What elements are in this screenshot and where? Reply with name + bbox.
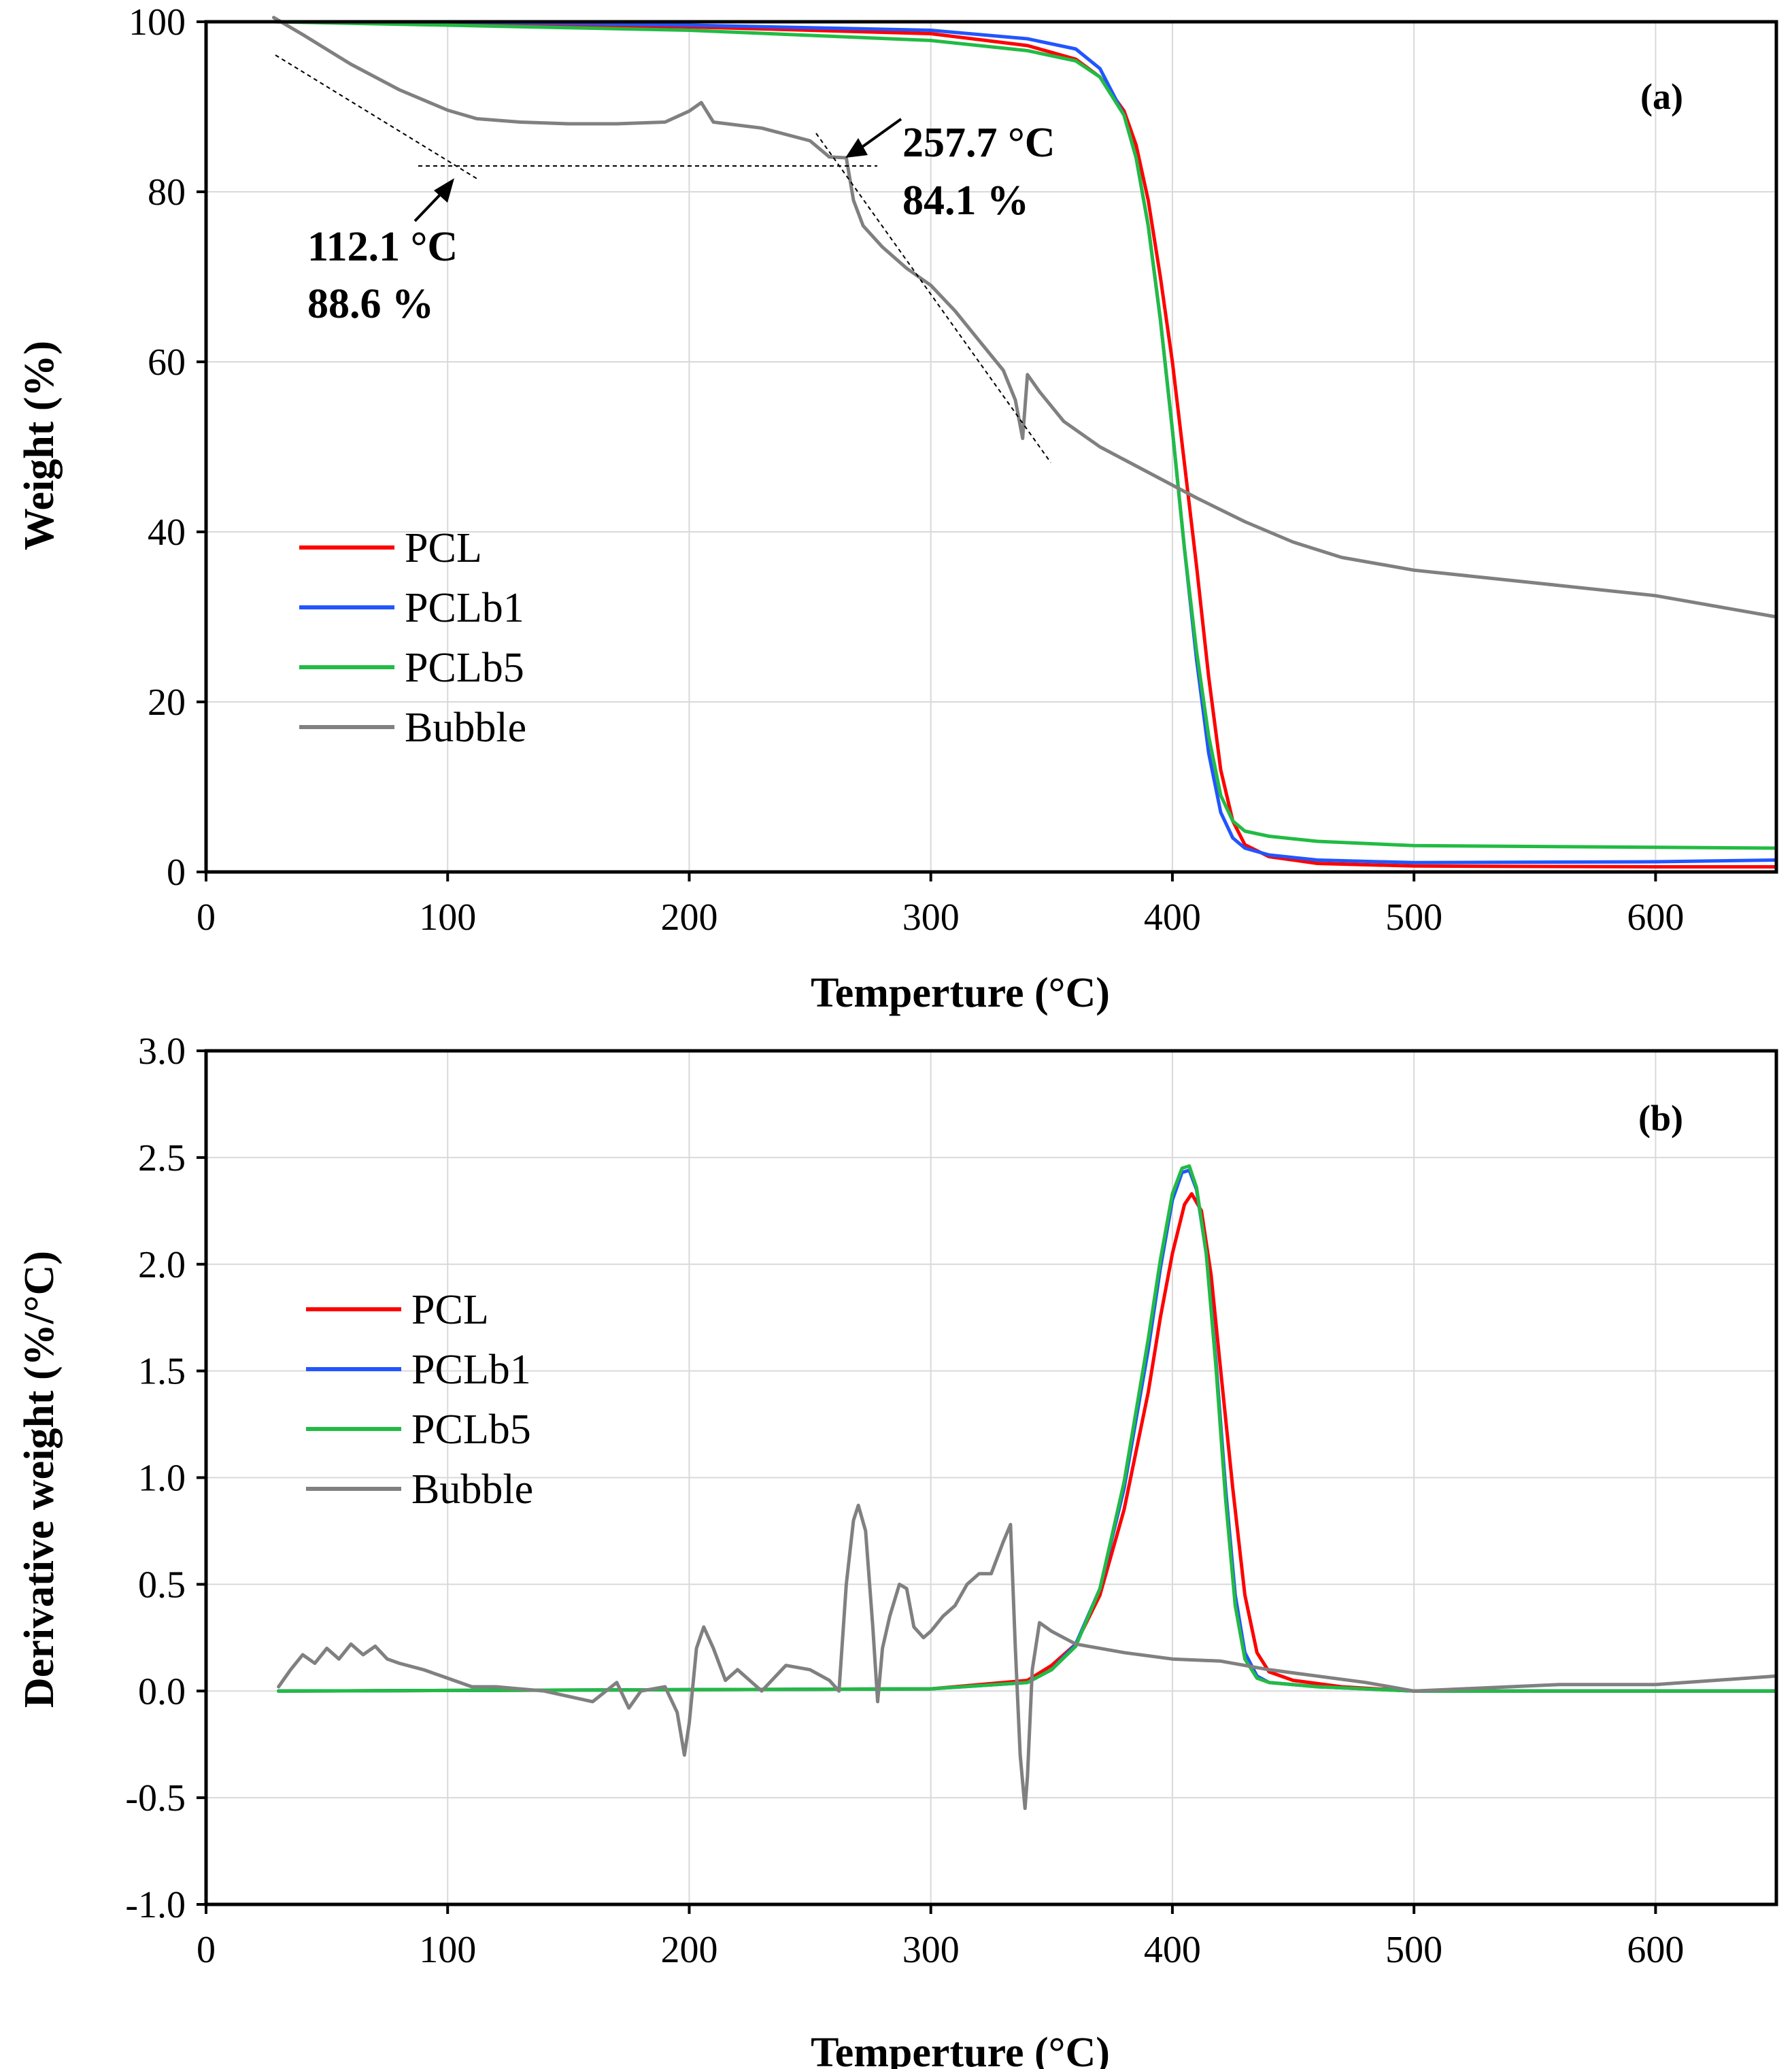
y-tick-label: 40 <box>148 511 186 554</box>
annotation-1-weight: 88.6 % <box>307 281 434 327</box>
x-tick-label: 100 <box>419 896 476 939</box>
x-tick-label: 400 <box>1144 896 1201 939</box>
x-tick-label: 300 <box>902 1929 960 1971</box>
legend-label-pcl: PCL <box>411 1287 489 1333</box>
x-tick-label: 200 <box>660 1929 717 1971</box>
x-tick-label: 400 <box>1144 1929 1201 1971</box>
x-tick-label: 500 <box>1385 1929 1442 1971</box>
y-tick-label: 100 <box>129 1 186 44</box>
y-tick-label: 80 <box>148 171 186 214</box>
series-line-pcl <box>272 20 1778 869</box>
y-tick-label: 20 <box>148 682 186 724</box>
chart-a-ylabel: Weight (%) <box>16 341 63 550</box>
chart-a-ticks: 0 100 200 300 400 500 600 0 20 40 60 80 100 <box>129 1 1684 939</box>
annotation-2-temp: 257.7 °C <box>902 120 1055 166</box>
arrow-2-head <box>845 138 868 158</box>
x-tick-label: 300 <box>902 896 960 939</box>
chart-b-panel-label: (b) <box>1638 1098 1683 1139</box>
legend-label-pcl: PCL <box>405 525 482 571</box>
y-tick-label: 3.0 <box>138 1030 186 1073</box>
x-tick-label: 100 <box>419 1929 476 1971</box>
y-tick-label: 60 <box>148 341 186 384</box>
legend-label-bubble: Bubble <box>405 705 526 751</box>
legend-label-bubble: Bubble <box>411 1466 533 1513</box>
y-tick-label: -1.0 <box>125 1884 186 1926</box>
chart-a-frame <box>204 20 1778 874</box>
chart-a-panel-label: (a) <box>1640 76 1683 117</box>
arrow-2-shaft <box>859 118 902 150</box>
y-tick-label: 2.0 <box>138 1244 186 1286</box>
x-tick-label: 600 <box>1627 896 1684 939</box>
annotation-2-weight: 84.1 % <box>902 178 1029 224</box>
chart-a-xlabel: Temperture (°C) <box>811 970 1110 1016</box>
x-tick-label: 500 <box>1385 896 1442 939</box>
y-tick-label: 0 <box>167 852 186 894</box>
series-line-bubble <box>272 16 1778 619</box>
tangent-2 <box>815 133 1051 463</box>
series-line-bubble <box>277 1503 1778 1811</box>
legend-label-pclb5: PCLb5 <box>405 645 524 691</box>
legend-label-pclb1: PCLb1 <box>405 585 524 631</box>
arrow-1-head <box>434 178 454 203</box>
x-tick-label: 0 <box>197 896 216 939</box>
legend-label-pclb5: PCLb5 <box>411 1407 531 1453</box>
x-tick-label: 200 <box>660 896 717 939</box>
tangent-1a <box>275 54 480 181</box>
chart-b-ticks: 0 100 200 300 400 500 600 -1.0 -0.5 0.0 0.5 1.0 1.5 2… <box>125 1030 1684 1971</box>
annotation-1-temp: 112.1 °C <box>307 224 458 270</box>
chart-a-annotation-lines <box>275 54 1051 463</box>
chart-b-xlabel: Temperture (°C) <box>811 2030 1110 2069</box>
chart-b-legend: PCL PCLb1 PCLb5 Bubble <box>306 1287 533 1513</box>
y-tick-label: 1.5 <box>138 1351 186 1393</box>
chart-a-legend: PCL PCLb1 PCLb5 Bubble <box>299 525 526 751</box>
x-tick-label: 600 <box>1627 1929 1684 1971</box>
chart-b-series <box>277 1164 1778 1811</box>
y-tick-label: 0.5 <box>138 1564 186 1606</box>
y-tick-label: 0.0 <box>138 1670 186 1713</box>
y-tick-label: -0.5 <box>125 1777 186 1819</box>
x-tick-label: 0 <box>197 1929 216 1971</box>
y-tick-label: 2.5 <box>138 1137 186 1179</box>
series-line-pclb5 <box>272 20 1778 850</box>
chart-a-series <box>272 16 1778 869</box>
chart-b: 0 100 200 300 400 500 600 -1.0 -0.5 0.0 0.5 1.0 1.5 2… <box>16 1030 1778 2069</box>
legend-label-pclb1: PCLb1 <box>411 1347 531 1393</box>
chart-a: 0 100 200 300 400 500 600 0 20 40 60 80 100 (a) Temp… <box>16 1 1778 1016</box>
y-tick-label: 1.0 <box>138 1458 186 1500</box>
series-line-pclb5 <box>277 1164 1778 1693</box>
chart-b-ylabel: Derivative weight (%/°C) <box>16 1251 63 1708</box>
